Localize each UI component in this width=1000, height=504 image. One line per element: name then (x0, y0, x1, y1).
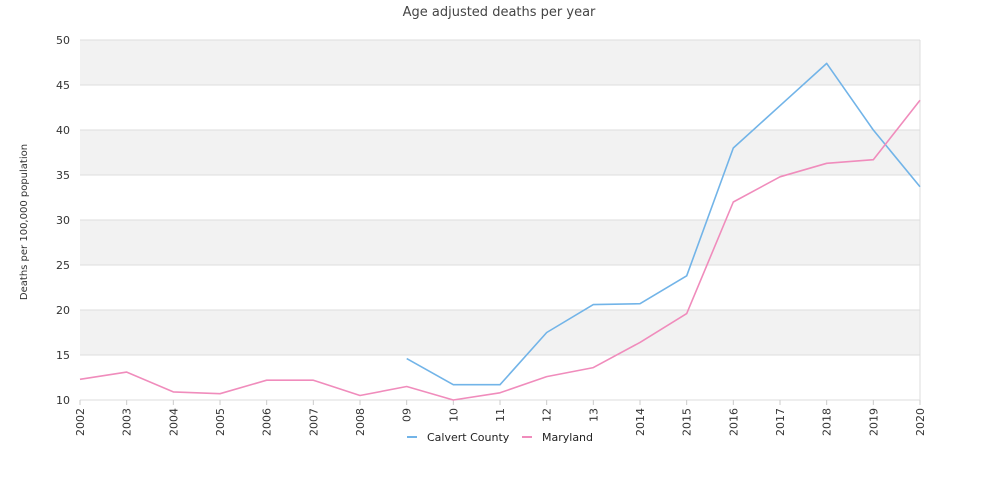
x-tick-label: 2017 (774, 408, 787, 436)
grid-band (80, 220, 920, 265)
x-axis-ticks: 2002 2003 2004 2005 2006 2007 2008 09 10 11 12 13 20… (74, 400, 927, 436)
grid-bands (80, 40, 920, 400)
y-tick-label: 40 (56, 124, 70, 137)
legend: Calvert County Maryland (407, 431, 593, 444)
legend-label: Calvert County (427, 431, 510, 444)
y-tick-label: 20 (56, 304, 70, 317)
grid-band (80, 175, 920, 220)
x-tick-label: 11 (494, 408, 507, 422)
y-axis-label: Deaths per 100,000 population (19, 144, 30, 300)
grid-band (80, 40, 920, 85)
grid-band (80, 310, 920, 355)
y-tick-label: 10 (56, 394, 70, 407)
x-tick-label: 2002 (74, 408, 87, 436)
x-tick-label: 12 (541, 408, 554, 422)
y-tick-label: 25 (56, 259, 70, 272)
series-line-calvert-county (406, 62, 921, 386)
y-tick-label: 15 (56, 349, 70, 362)
legend-label: Maryland (542, 431, 593, 444)
y-axis-ticks: 10 15 20 25 30 35 40 45 50 (56, 34, 70, 407)
x-tick-label: 2007 (307, 408, 320, 436)
grid-band (80, 265, 920, 310)
y-tick-label: 35 (56, 169, 70, 182)
y-tick-label: 45 (56, 79, 70, 92)
x-tick-label: 2008 (354, 408, 367, 436)
x-tick-label: 2004 (167, 408, 180, 436)
x-tick-label: 2003 (121, 408, 134, 436)
x-tick-label: 2019 (867, 408, 880, 436)
x-tick-label: 09 (401, 408, 414, 422)
chart-title: Age adjusted deaths per year (403, 5, 596, 20)
series-lines (79, 62, 921, 401)
series-line-maryland (79, 99, 921, 401)
x-tick-label: 2018 (821, 408, 834, 436)
x-tick-label: 2015 (681, 408, 694, 436)
x-tick-label: 2014 (634, 408, 647, 436)
grid-band (80, 130, 920, 175)
x-tick-label: 2006 (261, 408, 274, 436)
x-tick-label: 13 (587, 408, 600, 422)
y-tick-label: 30 (56, 214, 70, 227)
grid-band (80, 85, 920, 130)
x-tick-label: 2016 (727, 408, 740, 436)
x-tick-label: 2005 (214, 408, 227, 436)
y-tick-label: 50 (56, 34, 70, 47)
x-tick-label: 10 (447, 408, 460, 422)
x-tick-label: 2020 (914, 408, 927, 436)
